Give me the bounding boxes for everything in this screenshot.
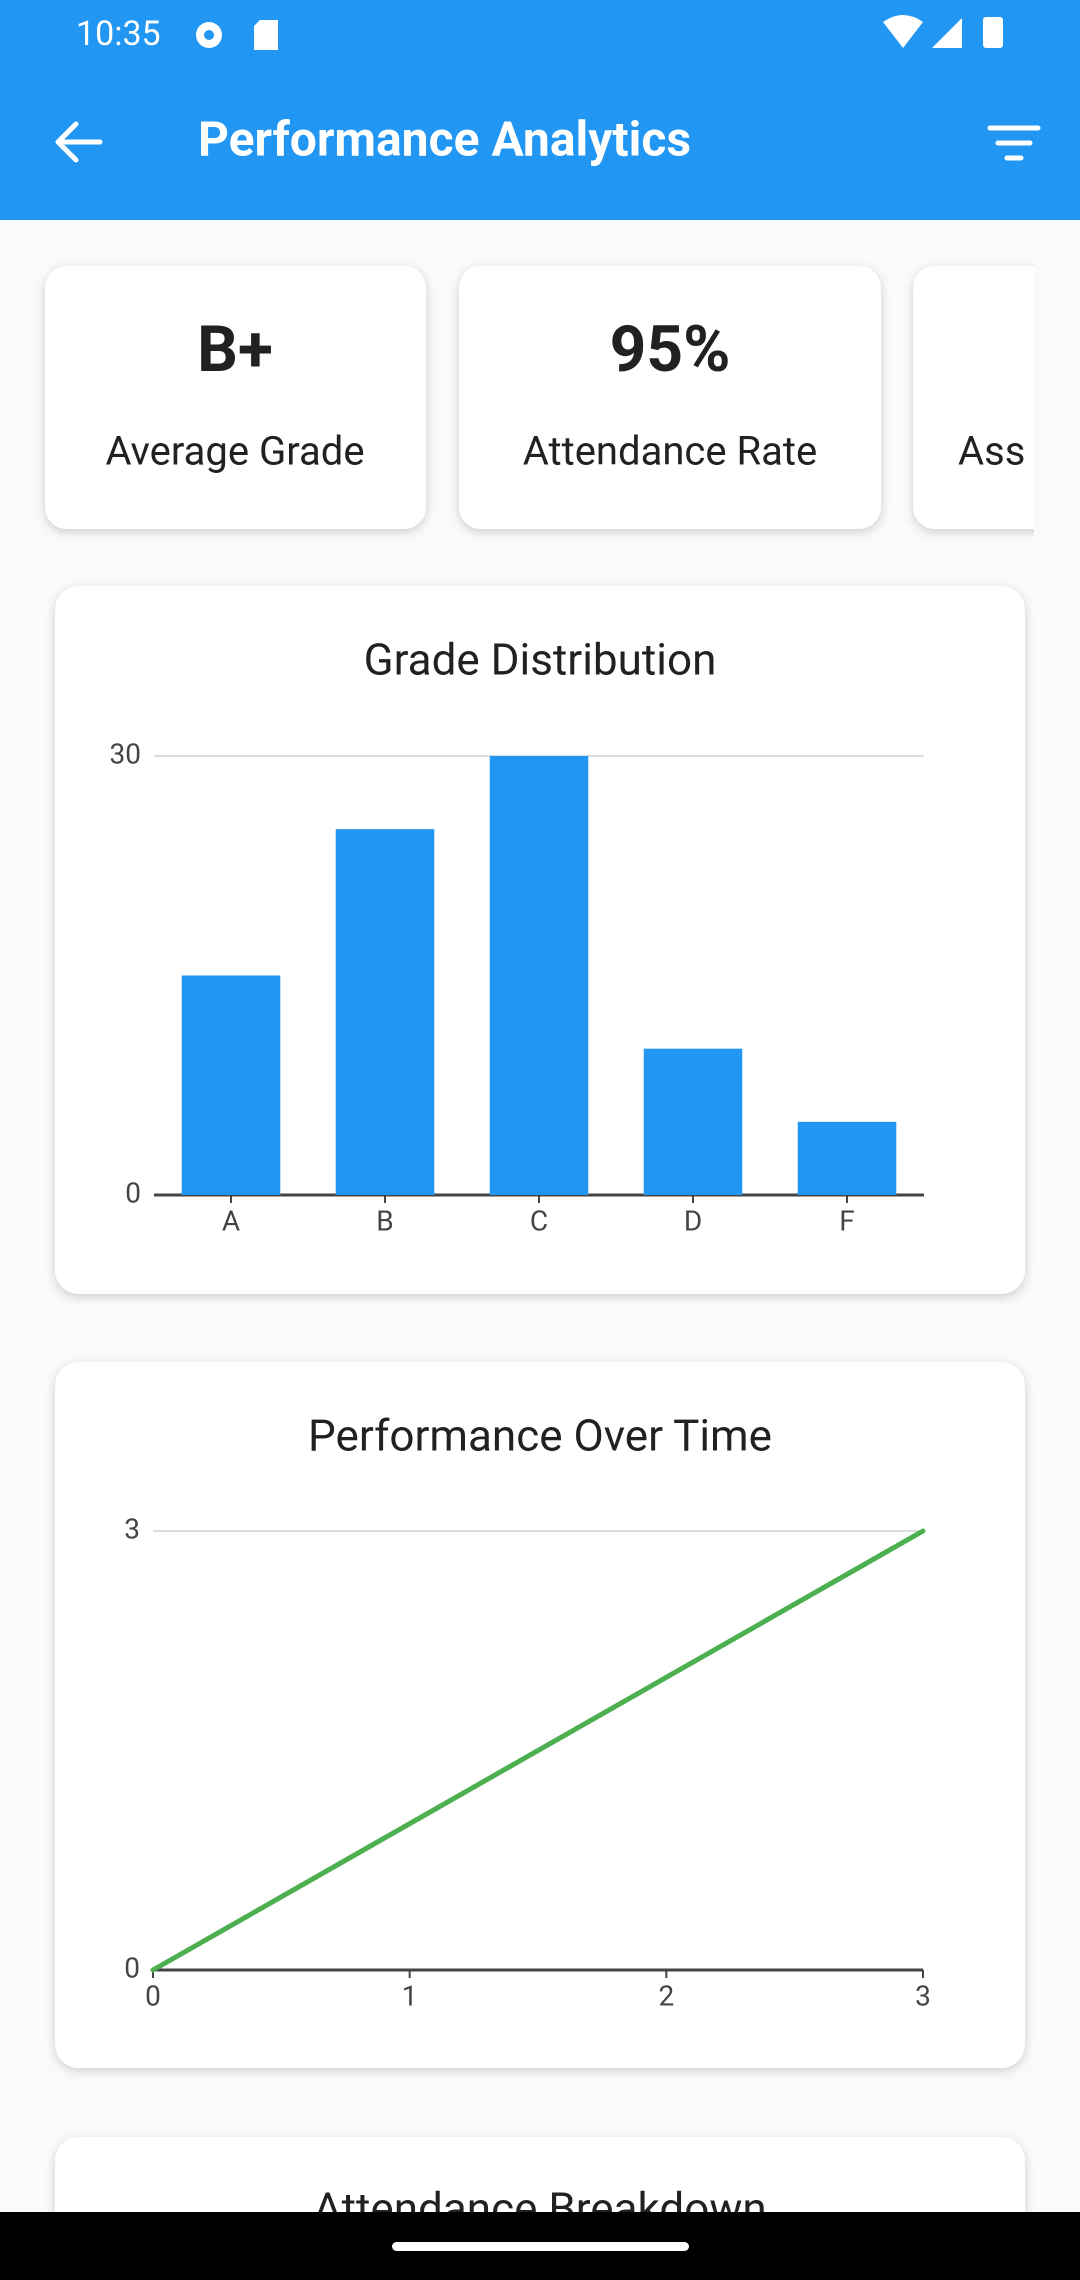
- bar: [643, 1048, 743, 1195]
- x-tick-label: F: [839, 1204, 854, 1237]
- x-tick-label: C: [530, 1204, 548, 1237]
- filter-button[interactable]: [987, 125, 1041, 161]
- bar: [181, 975, 281, 1195]
- chart-card: [55, 1362, 1025, 2068]
- x-tick-label: A: [222, 1204, 240, 1237]
- status-icons: [196, 15, 1003, 50]
- x-tick-label: 1: [402, 1979, 418, 2012]
- chart-title: Performance Over Time: [308, 1410, 772, 1462]
- home-indicator[interactable]: [392, 2242, 689, 2251]
- x-tick-label: 3: [915, 1979, 931, 2012]
- wifi-icon: [883, 15, 923, 48]
- y-tick-label: 0: [125, 1176, 141, 1209]
- stat-value: 95%: [610, 312, 731, 387]
- stat-label: Average Grade: [105, 428, 364, 475]
- line-series: [150, 1528, 926, 1973]
- sd-icon: [254, 20, 278, 50]
- stat-label: Attendance Rate: [523, 428, 817, 475]
- back-button[interactable]: [55, 121, 103, 163]
- x-tick-label: 0: [145, 1979, 161, 2012]
- battery-icon: [983, 17, 1003, 48]
- stat-card[interactable]: [459, 266, 881, 529]
- y-tick-label: 30: [110, 737, 141, 770]
- x-tick-label: D: [684, 1204, 702, 1237]
- bar: [489, 756, 589, 1195]
- stat-cards: B+ Average Grade 95% Attendance Rate Ass: [45, 266, 1080, 529]
- stat-label: Ass: [958, 428, 1025, 475]
- app-title: Performance Analytics: [198, 111, 691, 168]
- chart-title: Grade Distribution: [364, 634, 717, 686]
- x-tick-label: B: [376, 1204, 393, 1237]
- x-tick-label: 2: [658, 1979, 674, 2012]
- bar: [335, 829, 435, 1195]
- y-tick-label: 0: [124, 1951, 140, 1984]
- status-time: 10:35: [76, 14, 161, 54]
- stat-value: B+: [197, 312, 273, 387]
- y-tick-label: 3: [124, 1512, 140, 1545]
- stat-card[interactable]: [45, 266, 426, 529]
- settings-icon-hole: [204, 30, 214, 40]
- stat-card[interactable]: [913, 266, 1080, 529]
- bar: [797, 1121, 897, 1195]
- signal-icon: [932, 18, 962, 48]
